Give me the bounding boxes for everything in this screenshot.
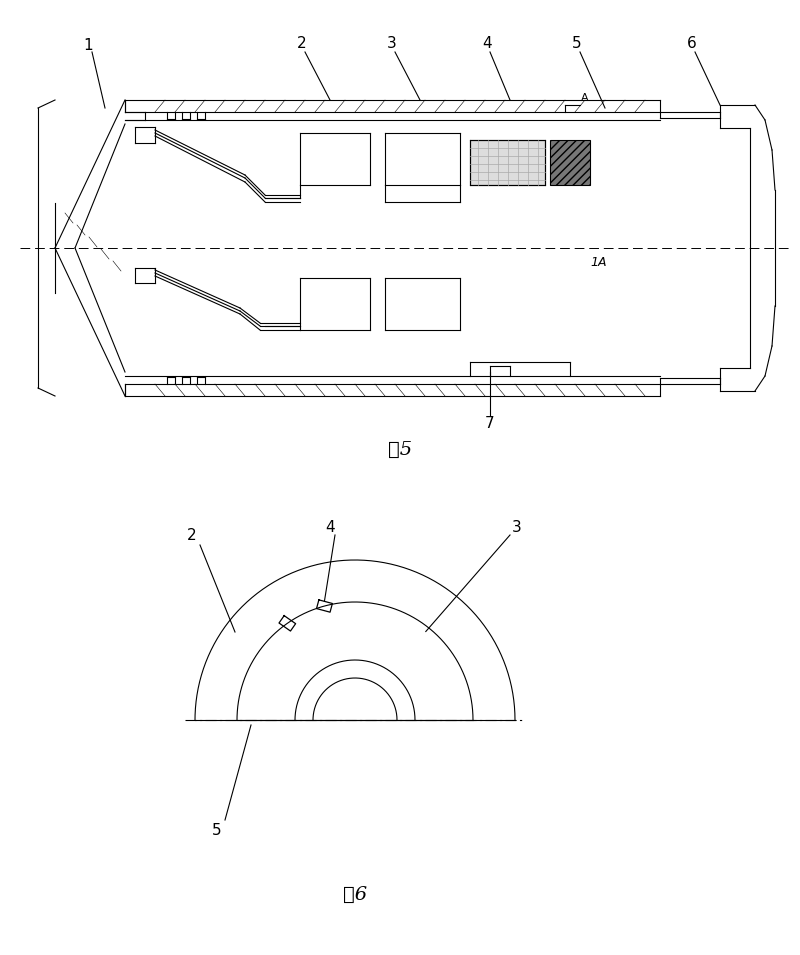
Text: 6: 6 [687,35,697,51]
Text: 图5: 图5 [388,441,412,459]
Text: 7: 7 [485,415,495,431]
Text: 3: 3 [512,520,522,535]
Text: 图6: 图6 [343,886,367,904]
Text: 3: 3 [387,35,397,51]
Text: 4: 4 [482,35,492,51]
Text: 4: 4 [325,520,335,535]
Text: 5: 5 [572,35,582,51]
Text: 2: 2 [187,527,197,542]
Text: 5: 5 [212,822,222,838]
Bar [470,140,545,185]
Text: 1A: 1A [590,256,606,268]
Text: A: A [581,93,589,103]
Text: 1: 1 [83,37,93,53]
Text: 2: 2 [297,35,307,51]
Bar [550,140,590,185]
